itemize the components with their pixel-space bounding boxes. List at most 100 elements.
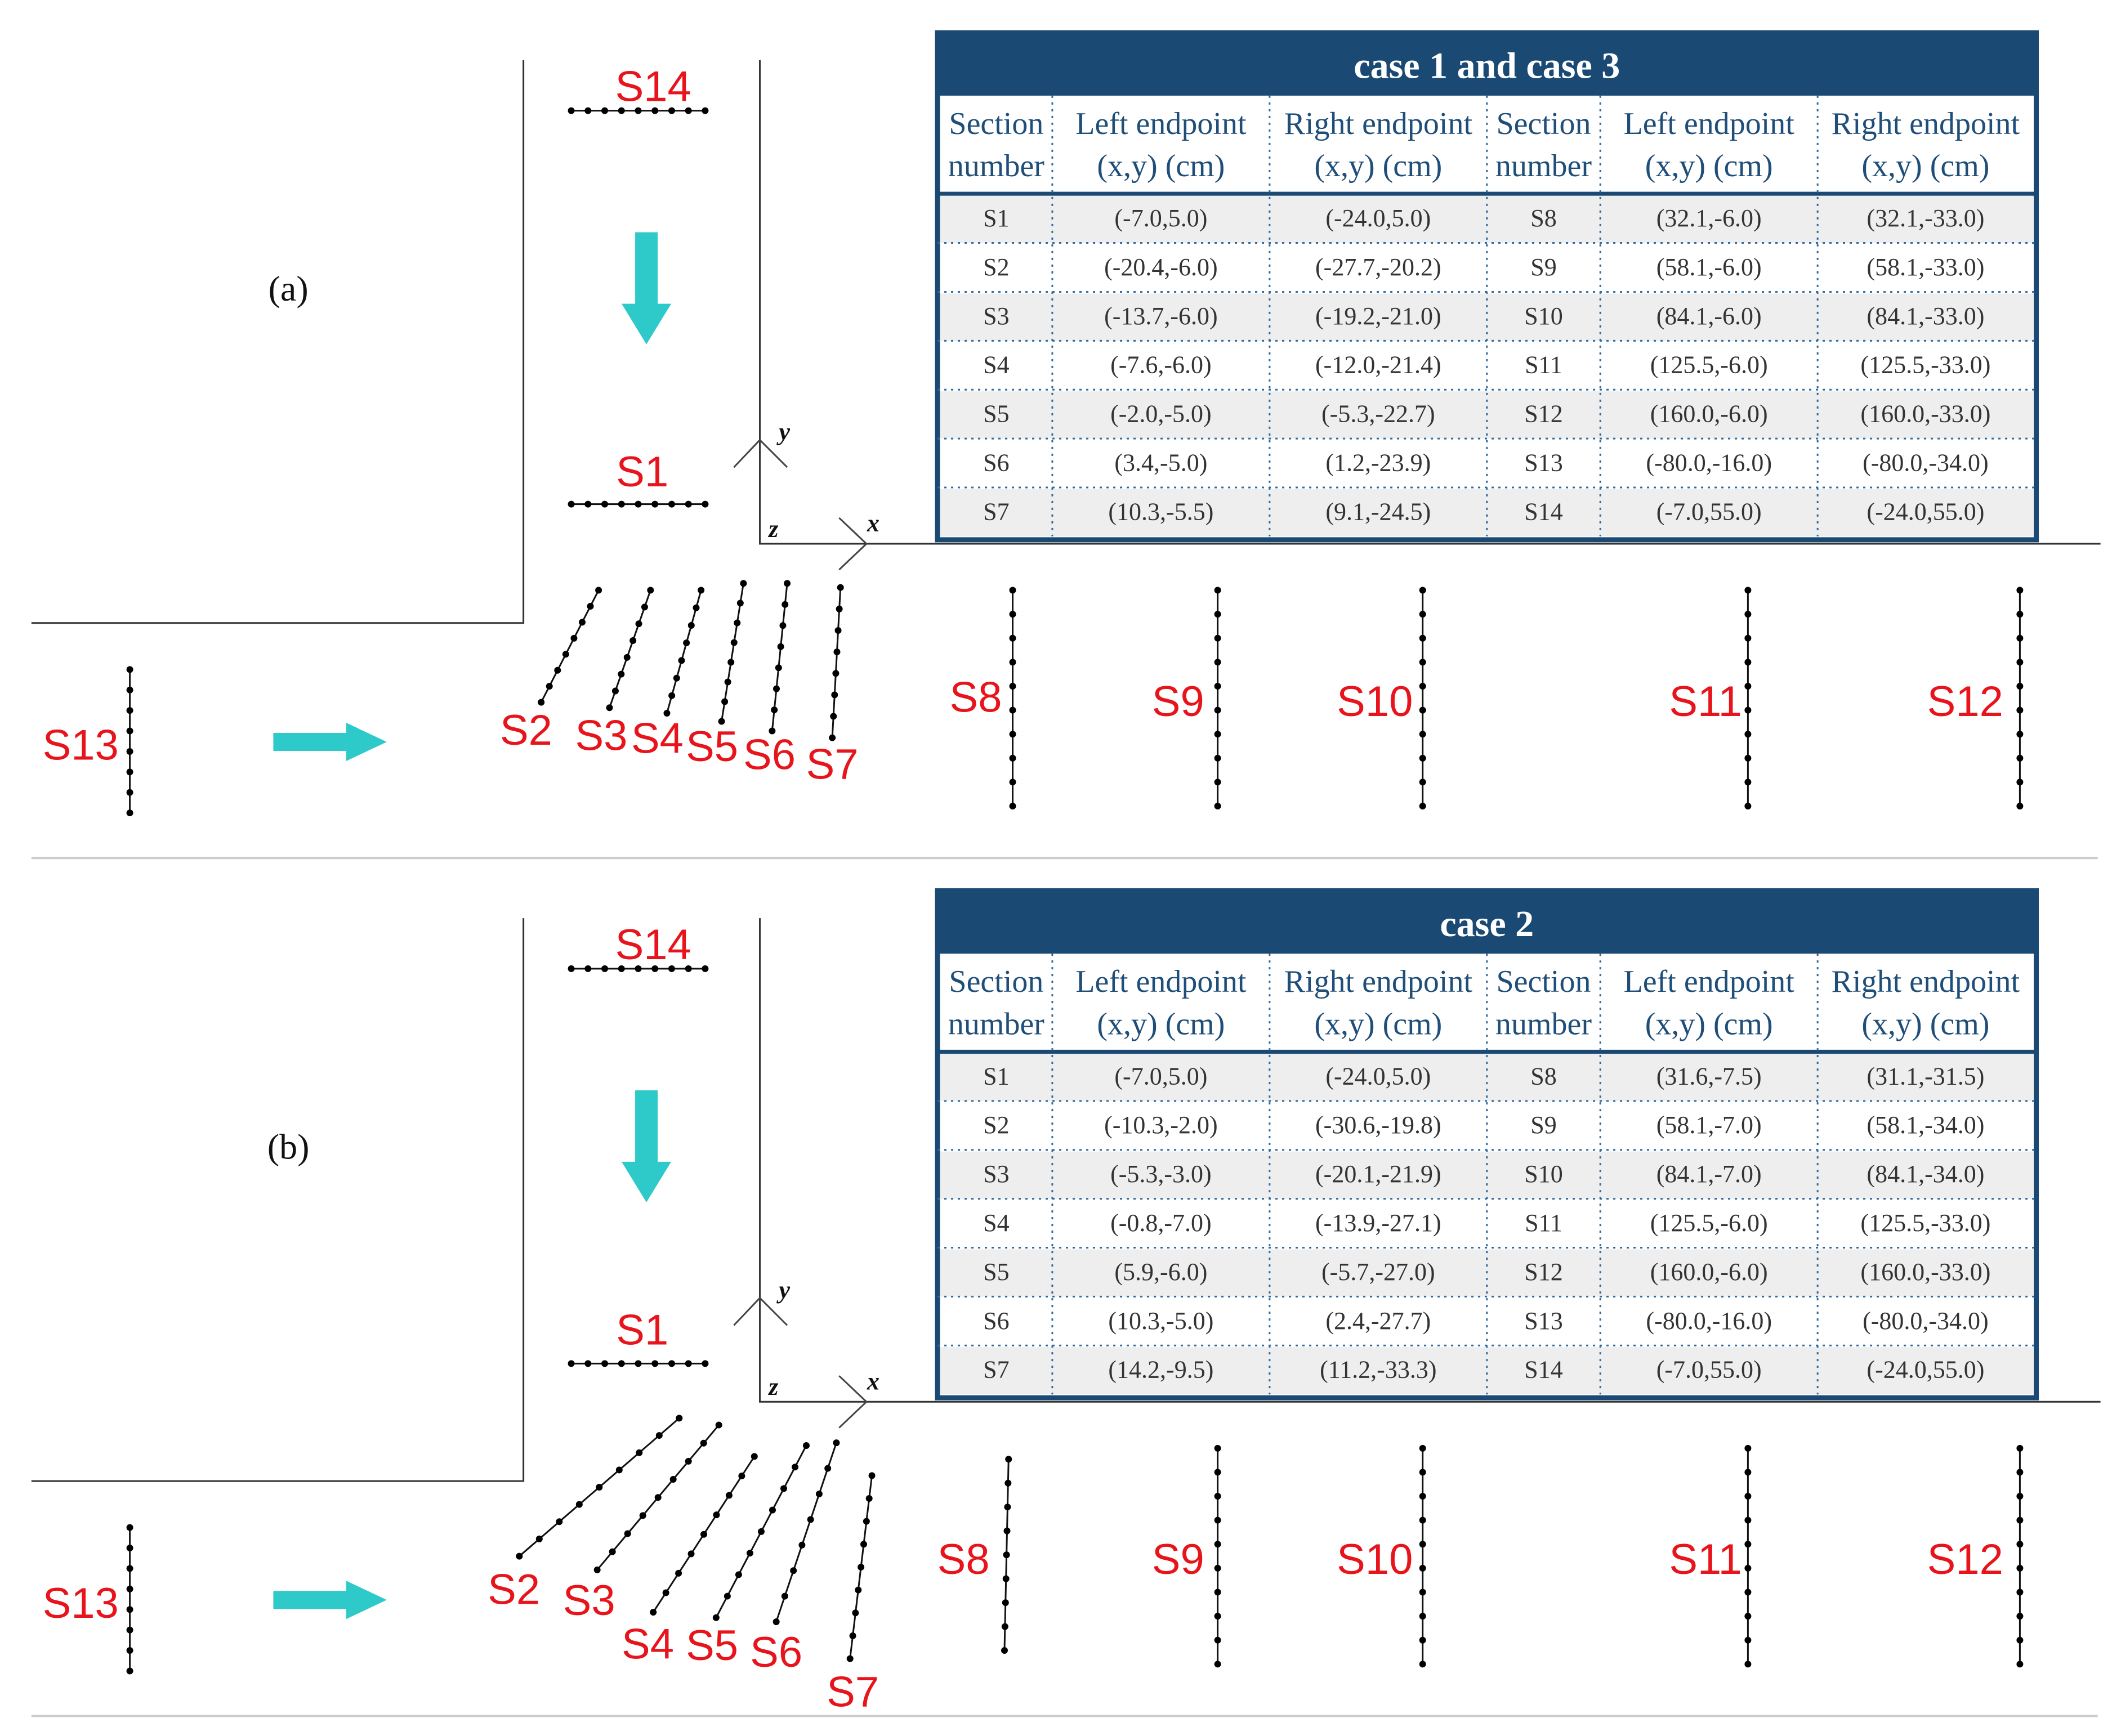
section-s2-point [570,634,578,642]
section-s6-point [824,1465,832,1472]
column-header-unit: number [948,1006,1044,1041]
table-cell: (-27.7,-20.2) [1315,253,1441,281]
section-s7-point [831,691,838,699]
section-s11-point [1744,1564,1752,1572]
section-s1-point [651,500,659,508]
section-s8-point [1009,803,1016,810]
section-s11-point [1744,587,1752,594]
section-s12-point [2016,611,2024,618]
column-header-unit: (x,y) (cm) [1314,1006,1442,1041]
section-label-s8: S8 [937,1536,990,1583]
section-s9-point [1214,706,1221,714]
column-header-unit: (x,y) (cm) [1861,1006,1989,1041]
table-cell: (-13.9,-27.1) [1315,1209,1441,1237]
section-s2-point [596,1483,603,1491]
section-s12-point [2016,1516,2024,1524]
section-s5-point [803,1442,810,1449]
section-label-s7: S7 [827,1668,879,1716]
table-title-bar [937,33,2037,96]
section-s9-point [1214,1444,1221,1452]
section-s3-point [593,1566,601,1573]
column-header-unit: (x,y) (cm) [1645,149,1773,184]
section-s2-point [554,666,561,674]
section-s4-point [751,1453,758,1460]
table-cell: (-20.4,-6.0) [1104,253,1218,281]
section-s11-point [1744,659,1752,666]
section-s11-point [1744,611,1752,618]
section-s13-point [126,1647,133,1654]
section-s13-point [126,748,133,755]
section-s2-point [636,1449,643,1456]
section-label-s12: S12 [1927,678,2003,726]
section-s6-point [815,1490,823,1497]
section-label-s6: S6 [743,731,796,779]
section-s12-point [2016,587,2024,594]
section-label-s5: S5 [686,1622,738,1670]
endpoint-table: case 1 and case 3 Section number Left endpo… [935,30,2039,543]
section-s1-point [584,500,592,508]
section-s1-point [702,500,709,508]
section-s11-point [1744,682,1752,690]
table-cell: (84.1,-6.0) [1656,302,1762,330]
section-s6-point [775,664,782,672]
table-cell: S10 [1524,1160,1562,1188]
section-s11-point [1744,1493,1752,1500]
section-s2-point [578,619,586,626]
table-cell: S2 [983,253,1009,281]
table-cell: S3 [983,302,1009,330]
section-s12-point [2016,778,2024,786]
section-s5-point [746,1550,753,1557]
section-s11-point [1744,1589,1752,1596]
section-s7-point [868,1472,876,1479]
section-s11-point [1744,754,1752,762]
section-s8-point [1003,1527,1011,1534]
section-s10-point [1419,1636,1426,1644]
section-s3-point [618,670,625,678]
table-cell: (-24.0,5.0) [1325,1062,1431,1090]
table-cell: (32.1,-6.0) [1656,204,1762,232]
table-cell: (-80.0,-16.0) [1646,1307,1772,1335]
table-cell: (-0.8,-7.0) [1110,1209,1212,1237]
table-cell: S4 [983,351,1009,379]
channel-wall-right [759,918,2101,1403]
z-axis-label: z [767,515,778,543]
table-cell: (160.0,-33.0) [1860,400,1990,428]
table-cell: (-13.7,-6.0) [1104,302,1218,330]
section-s1-point [568,1360,575,1367]
section-s8-point [1005,1456,1012,1463]
section-s12-point [2016,1541,2024,1548]
column-header-unit: number [1495,149,1592,184]
section-s10-point [1419,1516,1426,1524]
table-title: case 2 [1440,903,1534,945]
section-s12-point [2016,731,2024,738]
section-s8-point [1001,1647,1008,1654]
column-header: Right endpoint [1284,106,1473,141]
section-label-s9: S9 [1152,678,1204,726]
table-cell: (5.9,-6.0) [1114,1258,1207,1286]
section-s14-point [568,965,575,972]
table-cell: S9 [1530,253,1556,281]
table-cell: S7 [983,1356,1009,1384]
section-s9-point [1214,1636,1221,1644]
section-s14-point [651,107,659,114]
section-s2-point [615,1466,623,1474]
section-s10-point [1419,1469,1426,1476]
section-s3-point [629,637,637,645]
section-s14-point [568,107,575,114]
coordinate-axes: y x z [733,418,879,571]
section-s13-point [126,1606,133,1613]
section-s1-point [601,1360,609,1367]
section-s12-point [2016,1469,2024,1476]
table-cell: (-24.0,55.0) [1867,498,1984,525]
section-s14-point [685,107,692,114]
section-s8-point [1009,706,1016,714]
column-header: Left endpoint [1075,106,1247,141]
section-s12-point [2016,1636,2024,1644]
section-s12-point [2016,754,2024,762]
section-label-s11: S11 [1669,1536,1742,1583]
section-s6-point [773,1618,780,1626]
table-cell: (-19.2,-21.0) [1315,302,1441,330]
section-s5-point [757,1528,765,1535]
